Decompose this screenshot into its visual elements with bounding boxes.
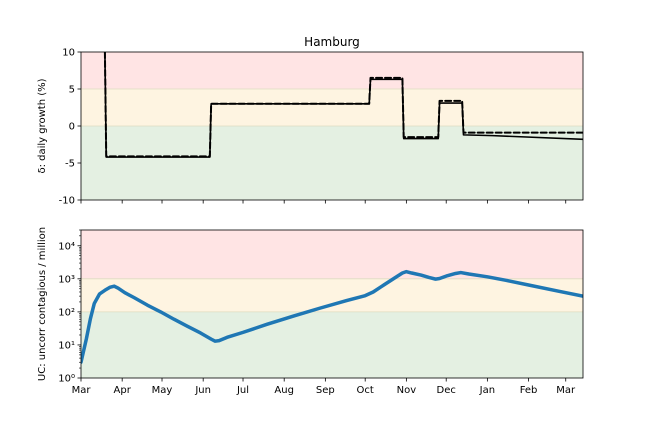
y-tick-label: 10³ — [58, 274, 75, 285]
band-2 — [81, 126, 583, 200]
growth-rate-panel: 10 5 0 -5 -10 δ: daily growth (%) Hamburg — [37, 35, 584, 207]
x-tick-label: Jun — [194, 385, 211, 396]
contagious-panel: 10⁰ 10¹ 10² 10³ 10⁴ Mar Apr May Jun Jul Aug Sep Oct N… — [37, 227, 584, 396]
x-tick-label: Mar — [72, 385, 92, 396]
band-1 — [81, 89, 583, 126]
band-0 — [81, 230, 583, 279]
y-tick-label: -10 — [59, 196, 75, 207]
x-tick-label: Sep — [316, 385, 335, 396]
y-tick-label: -5 — [65, 159, 75, 170]
x-tick-label: Jul — [236, 385, 249, 396]
x-tick-label: Oct — [357, 385, 374, 396]
y-tick-label: 10⁰ — [58, 374, 75, 385]
chart-title: Hamburg — [304, 35, 360, 49]
x-tick-label: Nov — [397, 385, 417, 396]
series-line-1 — [103, 52, 583, 158]
y-tick-label: 10⁴ — [58, 241, 75, 252]
series-line-0 — [81, 269, 583, 364]
y-tick-label: 10¹ — [58, 340, 75, 351]
x-tick-label: Mar — [556, 385, 576, 396]
y-axis-label: UC: uncorr contagious / million — [37, 227, 48, 381]
x-tick-label: Apr — [114, 385, 132, 396]
band-1 — [81, 278, 583, 312]
y-tick-label: 10² — [58, 307, 75, 318]
x-tick-label: Jan — [479, 385, 495, 396]
y-tick-label: 10 — [62, 48, 75, 59]
x-tick-label: Aug — [274, 385, 294, 396]
band-2 — [81, 311, 583, 378]
x-tick-label: May — [152, 385, 173, 396]
x-tick-label: Dec — [437, 385, 456, 396]
x-tick-label: Feb — [520, 385, 538, 396]
band-0 — [81, 52, 583, 89]
y-tick-label: 0 — [69, 122, 75, 133]
y-tick-label: 5 — [69, 85, 75, 96]
axes-frame — [80, 229, 584, 379]
y-axis-label: δ: daily growth (%) — [37, 78, 48, 173]
